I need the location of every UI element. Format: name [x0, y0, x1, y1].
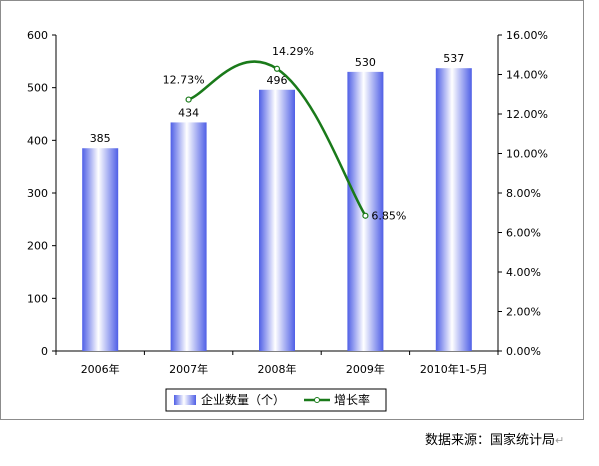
bar: [347, 71, 384, 351]
bar: [82, 148, 119, 351]
bar: [259, 89, 295, 352]
left-tick-label: 200: [27, 240, 48, 253]
growth-rate-point: [185, 96, 192, 103]
bar-value-label: 537: [443, 52, 464, 65]
chart-frame: 0 100 200 300 400 500 600 0.00% 2.00% 4.00% 6.00% 8…: [0, 0, 584, 420]
right-tick-label: 12.00%: [506, 108, 548, 121]
left-tick-label: 0: [41, 345, 48, 358]
growth-rate-label: 14.29%: [272, 45, 314, 58]
growth-line-group: 12.73% 14.29% 6.85%: [163, 45, 407, 223]
right-tick-label: 2.00%: [506, 306, 541, 319]
bar: [170, 122, 207, 351]
left-tick-label: 600: [27, 29, 48, 42]
x-tick-label: 2010年1-5月: [420, 362, 488, 376]
paragraph-mark-icon: ↵: [555, 434, 565, 447]
x-tick-label: 2006年: [81, 362, 120, 376]
chart-canvas: 0 100 200 300 400 500 600 0.00% 2.00% 4.00% 6.00% 8…: [27, 29, 548, 412]
growth-rate-label: 6.85%: [371, 210, 406, 223]
axes-group: 0 100 200 300 400 500 600 0.00% 2.00% 4.00% 6.00% 8…: [27, 29, 548, 376]
bars-group: 385 434 496 530 537: [82, 52, 472, 352]
growth-rate-point: [362, 212, 369, 219]
legend-box: [165, 388, 387, 412]
bar: [435, 68, 472, 352]
right-tick-label: 14.00%: [506, 69, 548, 82]
left-tick-label: 500: [27, 82, 48, 95]
legend-line-marker: [314, 397, 320, 403]
legend-bar-label: 企业数量（个）: [201, 392, 285, 407]
source-text: 数据来源：国家统计局: [425, 433, 556, 448]
left-tick-label: 300: [27, 187, 48, 200]
bar-value-label: 496: [267, 74, 288, 87]
legend: 企业数量（个） 增长率: [165, 388, 387, 412]
legend-line-label: 增长率: [334, 392, 370, 407]
source-note: 数据来源：国家统计局↵: [425, 429, 564, 448]
legend-bar-swatch: [174, 395, 196, 405]
right-tick-label: 4.00%: [506, 266, 541, 279]
right-tick-label: 6.00%: [506, 227, 541, 240]
growth-rate-point: [273, 65, 281, 72]
bar-value-label: 530: [355, 56, 376, 69]
bar-value-label: 385: [90, 132, 111, 145]
left-tick-label: 400: [27, 134, 48, 147]
bar-value-label: 434: [178, 106, 199, 119]
right-tick-label: 16.00%: [506, 29, 548, 42]
x-tick-label: 2008年: [258, 362, 297, 376]
right-tick-label: 8.00%: [506, 187, 541, 200]
growth-rate-label: 12.73%: [163, 74, 205, 87]
right-tick-label: 10.00%: [506, 148, 548, 161]
x-tick-label: 2009年: [346, 362, 385, 376]
right-tick-label: 0.00%: [506, 345, 541, 358]
x-tick-label: 2007年: [169, 362, 208, 376]
left-tick-label: 100: [27, 292, 48, 305]
